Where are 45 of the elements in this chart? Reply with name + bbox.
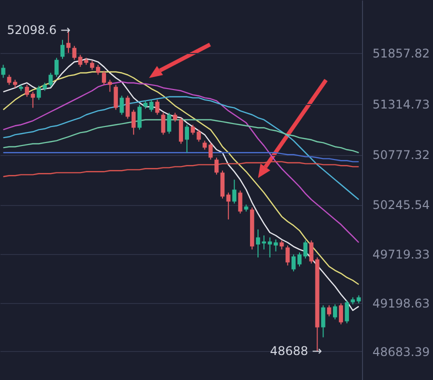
candlestick: [102, 70, 106, 86]
y-tick-label: 51314.73: [372, 97, 430, 112]
candlestick: [161, 112, 166, 136]
candlestick: [108, 79, 112, 92]
candlestick: [48, 72, 53, 88]
candlestick: [214, 157, 219, 176]
candlestick: [220, 170, 225, 200]
candlestick: [332, 304, 338, 320]
candlestick: [155, 99, 160, 116]
candlestick: [262, 234, 266, 250]
candlestick: [114, 84, 118, 110]
line-series: [2, 81, 360, 244]
candlestick: [344, 300, 349, 324]
candlestick: [338, 302, 344, 325]
annotation: 48688 →: [270, 344, 322, 358]
candlestick: [24, 84, 30, 98]
candlestick: [238, 190, 242, 214]
candlestick: [167, 112, 172, 134]
candlestick: [232, 179, 236, 204]
candlestick: [54, 57, 59, 78]
candlestick: [280, 240, 284, 250]
y-tick-label: 51857.82: [372, 46, 430, 60]
candlestick: [96, 64, 100, 76]
candlestick: [297, 252, 302, 267]
candlestick: [178, 117, 184, 144]
candlestick: [321, 304, 326, 338]
line-series: [2, 161, 360, 178]
candlestick: [303, 240, 308, 259]
candlestick: [184, 124, 189, 154]
candlestick: [60, 39, 65, 60]
candlestick: [291, 254, 296, 272]
candlestick: [226, 192, 230, 220]
y-tick-label: 48683.39: [372, 344, 430, 359]
y-tick-label: 50245.54: [372, 198, 430, 212]
y-tick-label: 49719.33: [372, 248, 430, 262]
annotation: 52098.6 →: [7, 23, 70, 37]
candlestick: [149, 99, 154, 112]
candlestick: [1, 64, 6, 78]
y-tick-label: 50777.32: [372, 148, 430, 162]
candlestick: [327, 304, 332, 317]
candlestick: [286, 244, 290, 266]
candlestick: [137, 104, 142, 130]
y-tick-label: 49198.63: [372, 296, 430, 310]
candlestick: [256, 228, 260, 258]
candlestick: [120, 95, 124, 116]
